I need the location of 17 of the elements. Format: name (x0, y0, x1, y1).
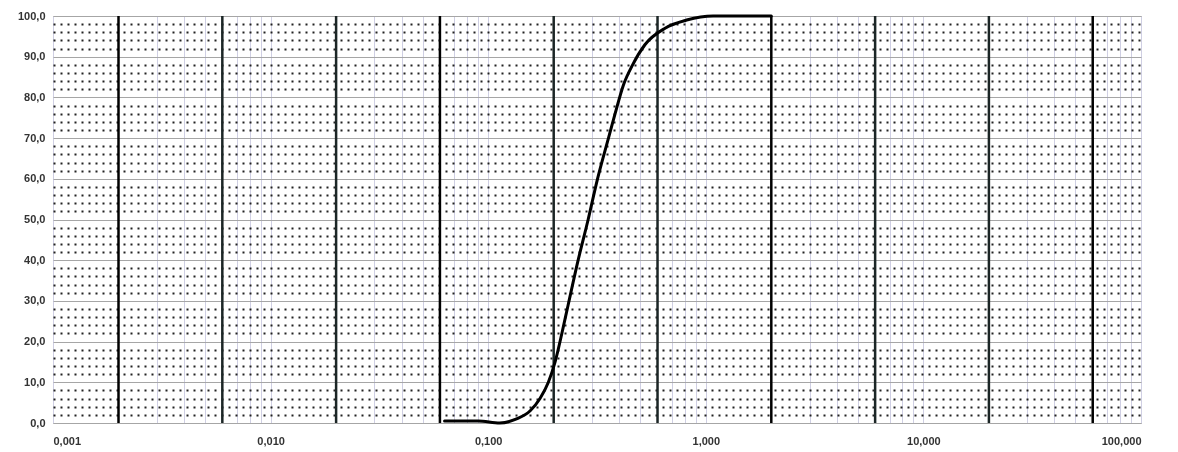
y-tick-label: 100,0 (17, 9, 46, 22)
y-tick-label: 40,0 (24, 253, 46, 266)
y-tick-label: 50,0 (24, 213, 46, 225)
x-tick-label: 10,000 (907, 434, 941, 447)
y-tick-label: 70,0 (24, 131, 46, 144)
x-tick-label: 100,000 (1101, 434, 1142, 447)
y-tick-label: 20,0 (24, 335, 46, 348)
y-tick-label: 30,0 (24, 294, 46, 307)
y-tick-label: 80,0 (24, 90, 46, 103)
x-tick-label: 0,001 (53, 434, 82, 447)
y-tick-label: 90,0 (24, 50, 46, 63)
y-tick-label: 0,0 (30, 416, 46, 429)
x-tick-label: 0,010 (257, 434, 285, 447)
y-tick-label: 60,0 (24, 172, 46, 185)
x-tick-label: 0,100 (474, 434, 503, 447)
x-tick-label: 1,000 (692, 434, 721, 447)
y-tick-label: 10,0 (24, 375, 46, 388)
